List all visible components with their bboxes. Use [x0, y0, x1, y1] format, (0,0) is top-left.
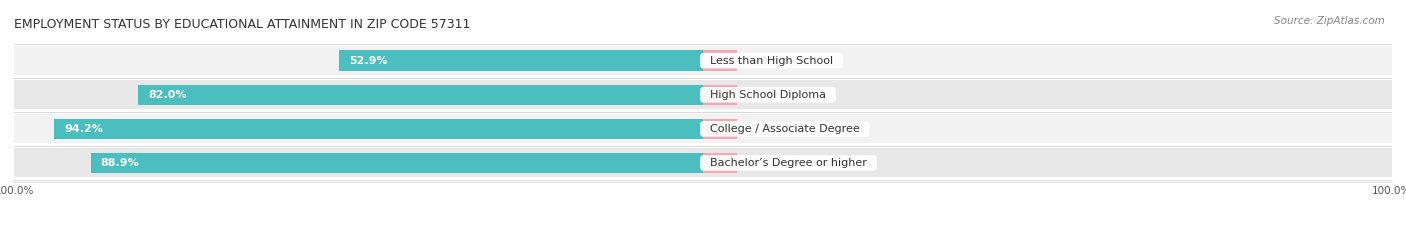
Text: Less than High School: Less than High School	[703, 56, 841, 66]
Legend: In Labor Force, Unemployed: In Labor Force, Unemployed	[603, 230, 803, 233]
Bar	[703, 51, 738, 71]
Text: High School Diploma: High School Diploma	[703, 90, 832, 100]
Text: EMPLOYMENT STATUS BY EDUCATIONAL ATTAINMENT IN ZIP CODE 57311: EMPLOYMENT STATUS BY EDUCATIONAL ATTAINM…	[14, 18, 471, 31]
Bar	[703, 85, 738, 105]
Bar	[14, 148, 1392, 178]
Text: 0.0%: 0.0%	[751, 158, 779, 168]
Text: 0.0%: 0.0%	[751, 56, 779, 66]
Bar	[53, 119, 703, 139]
Bar	[703, 119, 738, 139]
Bar	[14, 80, 1392, 109]
Text: 88.9%: 88.9%	[101, 158, 139, 168]
Text: Bachelor’s Degree or higher: Bachelor’s Degree or higher	[703, 158, 875, 168]
Text: 82.0%: 82.0%	[149, 90, 187, 100]
Text: College / Associate Degree: College / Associate Degree	[703, 124, 866, 134]
Text: 0.0%: 0.0%	[751, 124, 779, 134]
Bar	[339, 51, 703, 71]
Bar	[14, 46, 1392, 75]
Text: 94.2%: 94.2%	[65, 124, 103, 134]
Bar	[14, 114, 1392, 143]
Bar	[703, 153, 738, 173]
Bar	[138, 85, 703, 105]
Text: Source: ZipAtlas.com: Source: ZipAtlas.com	[1274, 16, 1385, 26]
Text: 52.9%: 52.9%	[349, 56, 388, 66]
Bar	[90, 153, 703, 173]
Text: 0.0%: 0.0%	[751, 90, 779, 100]
